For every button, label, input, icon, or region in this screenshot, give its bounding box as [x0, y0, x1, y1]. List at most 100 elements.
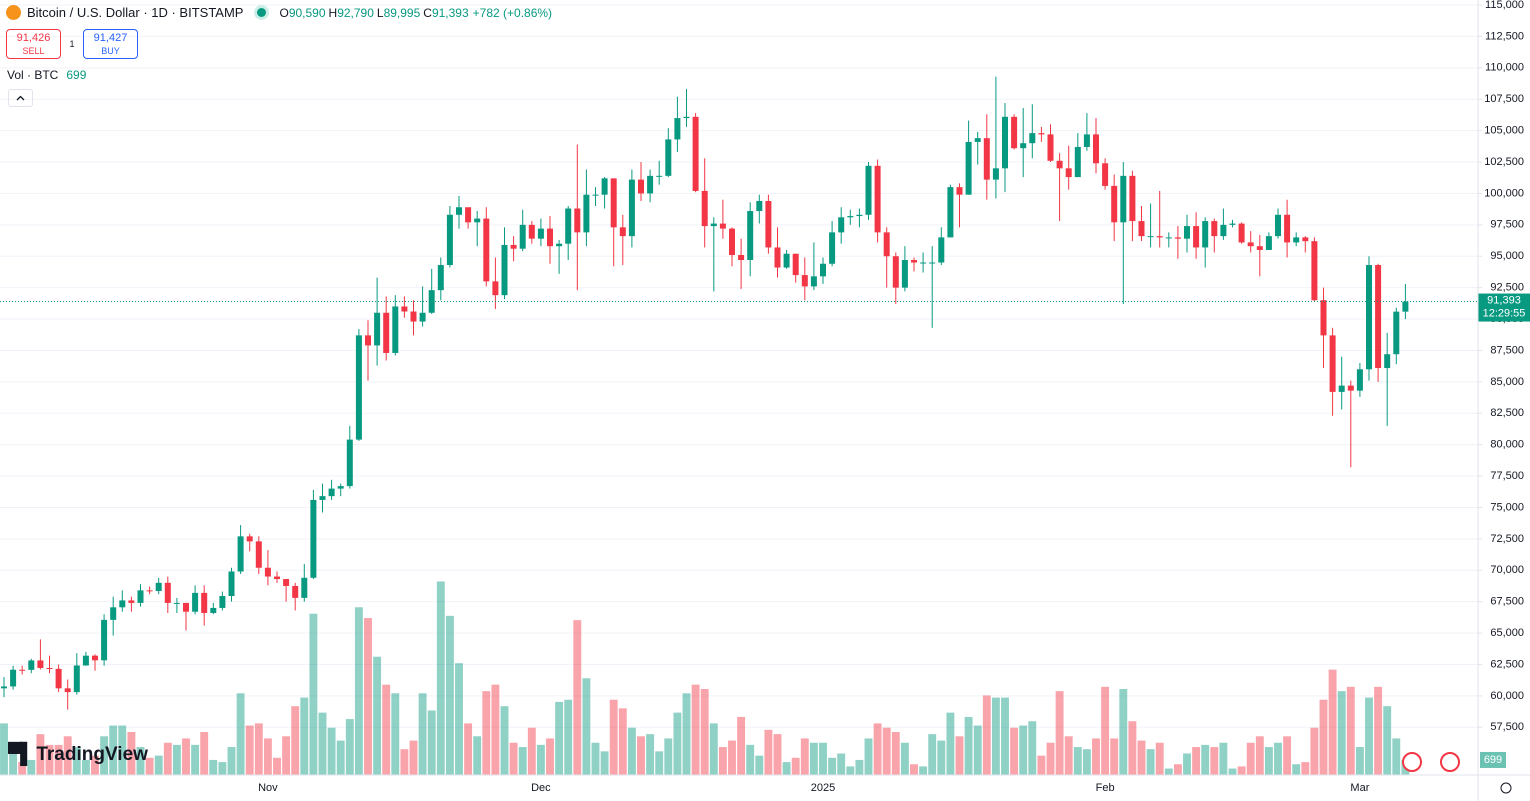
x-tick-label: Dec [531, 782, 551, 794]
candle-body [355, 335, 362, 440]
candle-body [1265, 236, 1272, 250]
volume-bar [1264, 747, 1273, 775]
volume-bar [982, 695, 991, 775]
sell-button[interactable]: 91,426 SELL [6, 29, 61, 59]
candle-body [337, 486, 344, 489]
volume-bar [0, 723, 8, 775]
candle-body [947, 187, 954, 238]
volume-bar [273, 757, 281, 775]
chevron-path [16, 95, 25, 101]
volume-bar [373, 656, 382, 775]
candle-body [820, 263, 826, 277]
y-tick-label: 95,000 [1490, 250, 1524, 262]
volume-bar [163, 742, 172, 775]
y-tick-label: 85,000 [1490, 376, 1524, 388]
volume-bar [36, 734, 45, 775]
volume-bar [1028, 721, 1037, 775]
candle-body [1320, 300, 1327, 336]
volume-bar [564, 699, 573, 775]
volume-bar [555, 701, 564, 775]
sell-price: 91,426 [16, 32, 51, 44]
ohlc-key: L [376, 5, 384, 20]
volume-bar [1128, 721, 1137, 775]
y-tick-label: 110,000 [1485, 62, 1524, 74]
event-flag[interactable] [1440, 752, 1460, 772]
candle-body [583, 194, 590, 233]
y-tick-label: 62,500 [1490, 658, 1524, 670]
volume-bar [63, 736, 72, 775]
candle-body [810, 276, 817, 287]
volume-bar [54, 744, 63, 775]
volume-bar [882, 727, 891, 775]
candle-body [137, 590, 144, 603]
symbol-title[interactable]: Bitcoin / U.S. Dollar · 1D · BITSTAMP [27, 5, 244, 20]
candle-body [1347, 385, 1354, 391]
candle-body [410, 311, 417, 322]
candle-body [901, 260, 908, 288]
candle-body [1220, 224, 1227, 237]
volume-title: Vol · BTC [7, 68, 59, 82]
candle-body [37, 660, 44, 668]
candle-body [547, 228, 553, 247]
volume-bar [673, 712, 682, 775]
volume-bar [873, 723, 882, 775]
volume-bar [18, 762, 27, 775]
candle-body [528, 224, 535, 239]
volume-bar [1237, 766, 1246, 775]
event-flag[interactable] [1402, 752, 1422, 772]
candle-body [301, 577, 308, 598]
candle-body [638, 179, 644, 194]
coin-icon [6, 5, 21, 20]
volume-bar [627, 727, 636, 775]
candle-body [1156, 236, 1163, 238]
candle-body [201, 592, 208, 613]
volume-bar [1064, 736, 1073, 775]
logo-text: TradingView [36, 743, 148, 765]
candle-body [911, 260, 917, 263]
countdown-label: 12:29:55 [1483, 307, 1526, 319]
candle-body [64, 688, 71, 693]
volume-bar [791, 757, 800, 775]
volume-bar [1383, 706, 1392, 775]
candle-body [1356, 369, 1363, 391]
volume-bar [300, 697, 309, 775]
candle-body [1065, 168, 1072, 178]
volume-bar [1183, 753, 1191, 775]
volume-bar [145, 757, 154, 775]
candle-body [1302, 237, 1309, 242]
candle-body [1375, 265, 1382, 369]
volume-bar [910, 764, 918, 775]
settings-icon[interactable] [1500, 782, 1512, 794]
candle-body [619, 227, 626, 237]
candle-body [128, 600, 135, 603]
volume-bar [1110, 738, 1119, 775]
volume-bar [518, 747, 527, 775]
volume-bar [27, 759, 36, 775]
candle-body [1184, 226, 1190, 239]
ohlc-value: 92,790 [337, 5, 374, 20]
volume-legend: Vol · BTC 699 [7, 68, 86, 82]
candle-body [264, 567, 271, 577]
volume-bar [1310, 727, 1319, 775]
candle-body [1102, 163, 1109, 186]
candle-body [1229, 223, 1236, 225]
volume-bar [1001, 697, 1009, 775]
volume-bar [828, 757, 837, 775]
volume-bar [291, 706, 300, 775]
candle-body [1193, 226, 1200, 248]
candle-body [1029, 133, 1036, 144]
candle-body [574, 208, 581, 233]
volume-bar [400, 749, 409, 775]
last-price-label: 91,393 [1487, 294, 1521, 306]
buy-button[interactable]: 91,427 BUY [83, 29, 138, 59]
candle-body [1393, 311, 1400, 355]
volume-bar [309, 613, 318, 775]
volume-bar [1101, 686, 1110, 775]
candle-body [865, 165, 872, 215]
y-tick-label: 102,500 [1484, 156, 1524, 168]
volume-bar [509, 742, 518, 775]
collapse-button[interactable] [8, 89, 33, 107]
candle-body [183, 602, 189, 612]
candle-body [938, 237, 945, 263]
